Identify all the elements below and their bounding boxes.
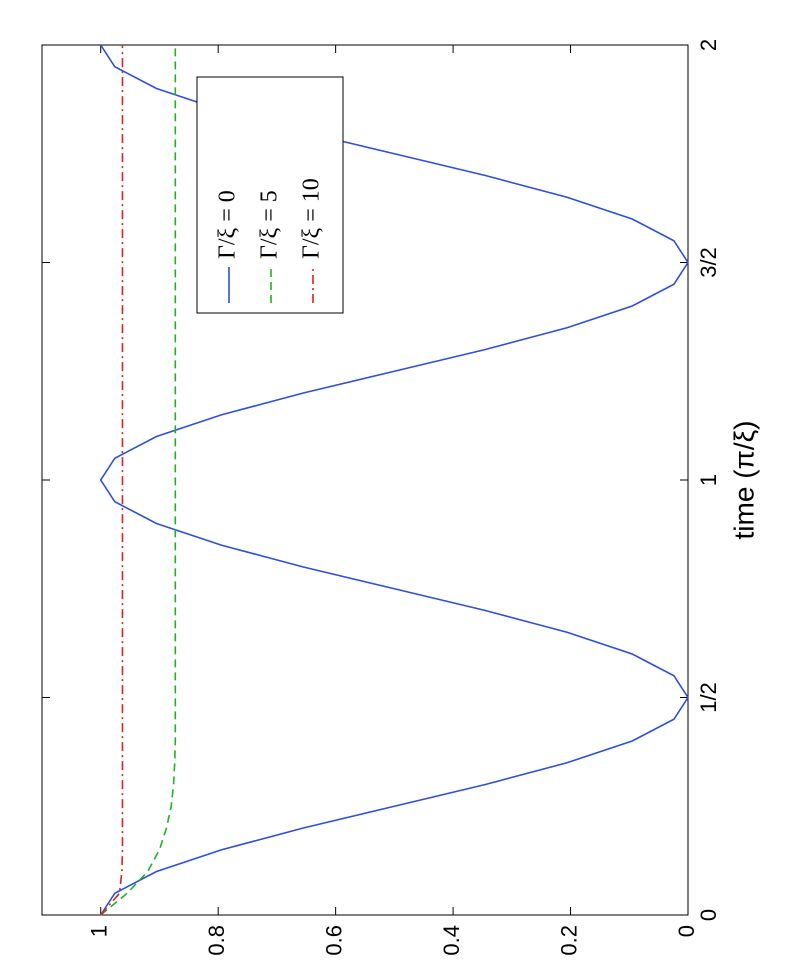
x-tick-label: 1	[696, 474, 721, 486]
y-tick-label: 0.6	[321, 925, 346, 956]
plot-area	[41, 44, 689, 916]
x-axis-label: time (π/ξ)	[728, 421, 759, 540]
y-tick-label: 0.4	[439, 925, 464, 956]
legend-label: Γ/ξ = 10	[299, 178, 325, 259]
data-line	[100, 45, 177, 916]
y-tick-label: 0	[674, 925, 699, 937]
x-tick-label: 1/2	[696, 682, 721, 713]
data-line	[99, 44, 689, 916]
x-tick-label: 2	[696, 39, 721, 51]
legend-box	[196, 76, 344, 314]
legend-label: Γ/ξ = 5	[257, 190, 283, 259]
legend-label: Γ/ξ = 0	[215, 190, 241, 259]
x-tick-label: 3/2	[696, 247, 721, 278]
data-line	[100, 45, 124, 916]
y-tick-label: 1	[87, 925, 112, 937]
y-tick-label: 0.2	[556, 925, 581, 956]
y-tick-label: 0.8	[204, 925, 229, 956]
x-tick-label: 0	[696, 909, 721, 921]
